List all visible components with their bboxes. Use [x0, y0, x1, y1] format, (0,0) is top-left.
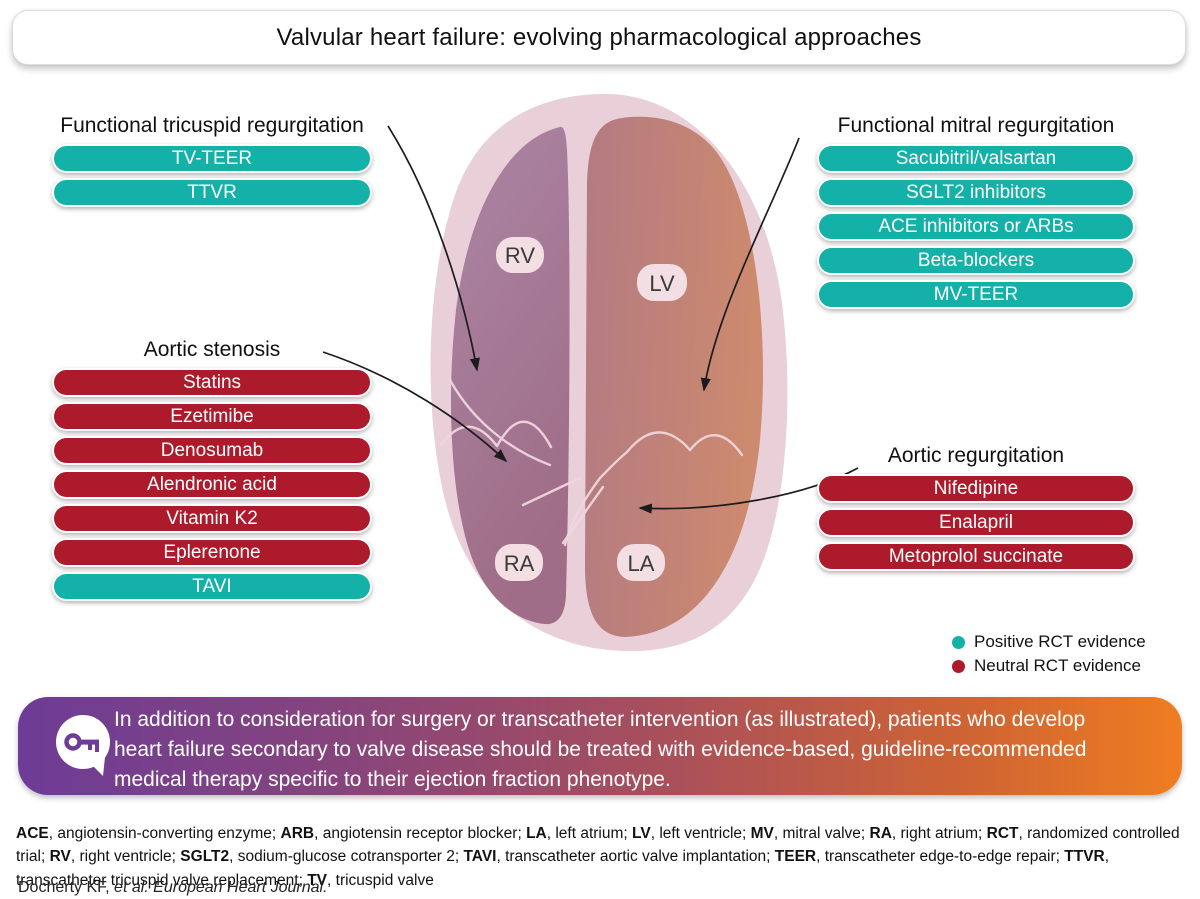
group-heading: Functional tricuspid regurgitation: [60, 114, 364, 137]
drug-pill: Alendronic acid: [52, 470, 372, 499]
drug-pill: Denosumab: [52, 436, 372, 465]
group-heading: Aortic regurgitation: [887, 444, 1065, 467]
la-label: LA: [628, 551, 655, 576]
ra-label: RA: [504, 551, 535, 576]
drug-pill: Eplerenone: [52, 538, 372, 567]
group-aortic-stenosis: Aortic stenosis Statins Ezetimibe Denosu…: [52, 336, 372, 606]
drug-pill: Statins: [52, 368, 372, 397]
legend-label: Positive RCT evidence: [974, 632, 1146, 651]
arrow-mitral-regurgitation: [700, 137, 800, 392]
group-functional-mitral-regurgitation: Functional mitral regurgitation Sacubitr…: [817, 112, 1135, 314]
neutral-evidence-dot: [952, 659, 965, 673]
arrow-tricuspid-regurgitation: [387, 125, 480, 372]
ra-label-badge: [495, 544, 543, 581]
left-heart-lobe: [585, 116, 763, 638]
key-message-banner: In addition to consideration for surgery…: [18, 697, 1182, 795]
lv-label-badge: [637, 264, 687, 301]
citation: Docherty KF, et al. European Heart Journ…: [18, 879, 328, 897]
la-label-badge: [617, 544, 665, 581]
drug-pill: Nifedipine: [817, 474, 1135, 503]
lv-label: LV: [649, 271, 675, 296]
drug-pill: TTVR: [52, 178, 372, 207]
drug-pill: Beta-blockers: [817, 246, 1135, 275]
valve-lines: [439, 378, 744, 547]
rv-label-badge: [496, 237, 544, 273]
title-bar: Valvular heart failure: evolving pharmac…: [12, 10, 1186, 65]
legend-item: Positive RCT evidence: [952, 630, 1146, 654]
key-message-text: In addition to consideration for surgery…: [114, 708, 1087, 791]
drug-pill: Ezetimibe: [52, 402, 372, 431]
figure-title: Valvular heart failure: evolving pharmac…: [276, 23, 922, 51]
drug-pill: MV-TEER: [817, 280, 1135, 309]
citation-source: et al. European Heart Journal.: [109, 879, 328, 896]
drug-pill: ACE inhibitors or ARBs: [817, 212, 1135, 241]
drug-pill: Enalapril: [817, 508, 1135, 537]
drug-pill: Sacubitril/valsartan: [817, 144, 1135, 173]
positive-evidence-dot: [952, 635, 965, 649]
abbreviation-list: ACE, angiotensin-converting enzyme; ARB,…: [16, 824, 1180, 889]
drug-pill: TV-TEER: [52, 144, 372, 173]
arrow-aortic-stenosis: [322, 351, 508, 463]
legend-item: Neutral RCT evidence: [952, 654, 1146, 678]
rv-label: RV: [505, 243, 535, 268]
drug-pill: Metoprolol succinate: [817, 542, 1135, 571]
key-speech-bubble-icon: [56, 715, 110, 776]
group-heading: Functional mitral regurgitation: [837, 114, 1115, 137]
group-functional-tricuspid-regurgitation: Functional tricuspid regurgitation TV-TE…: [52, 112, 372, 212]
drug-pill: Vitamin K2: [52, 504, 372, 533]
drug-pill: TAVI: [52, 572, 372, 601]
group-aortic-regurgitation: Aortic regurgitation Nifedipine Enalapri…: [817, 442, 1135, 576]
legend-label: Neutral RCT evidence: [974, 656, 1141, 675]
drug-pill: SGLT2 inhibitors: [817, 178, 1135, 207]
rct-evidence-legend: Positive RCT evidence Neutral RCT eviden…: [952, 630, 1146, 678]
group-heading: Aortic stenosis: [143, 338, 281, 361]
citation-authors: Docherty KF,: [18, 879, 110, 896]
